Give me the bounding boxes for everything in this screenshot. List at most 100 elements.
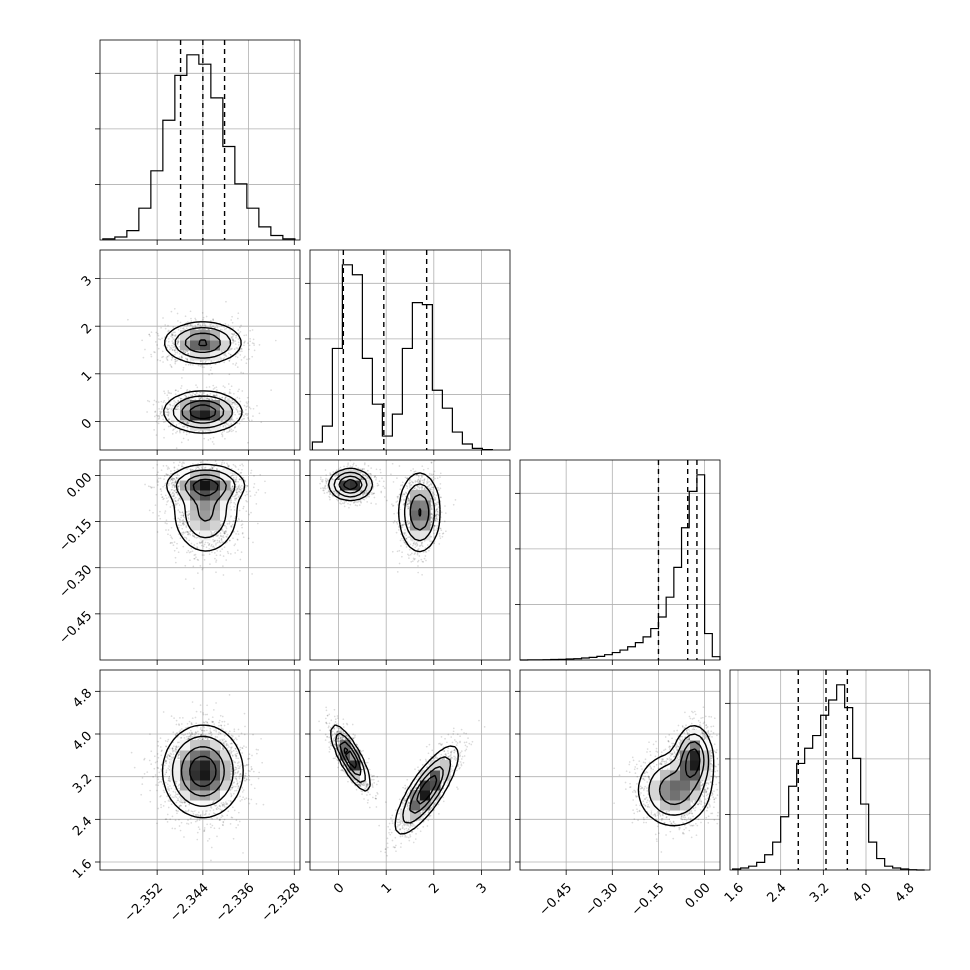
sample-point: [184, 521, 187, 523]
sample-point: [231, 485, 234, 488]
sample-point: [158, 417, 161, 419]
sample-point: [233, 348, 236, 350]
sample-point: [212, 538, 214, 541]
sample-point: [193, 554, 196, 557]
sample-point: [221, 535, 224, 538]
sample-point: [215, 468, 218, 470]
sample-point: [179, 321, 182, 324]
sample-point: [239, 400, 242, 403]
sample-point: [239, 489, 242, 491]
sample-point: [165, 340, 167, 342]
sample-point: [176, 405, 179, 407]
sample-point: [182, 437, 185, 440]
sample-point: [251, 342, 254, 344]
sample-point: [243, 404, 246, 407]
sample-point: [172, 346, 175, 349]
sample-point: [161, 405, 163, 407]
sample-point: [178, 482, 180, 485]
sample-point: [209, 369, 212, 371]
sample-point: [211, 372, 213, 375]
sample-point: [180, 524, 182, 527]
sample-point: [171, 488, 173, 491]
sample-point: [236, 520, 239, 522]
sample-point: [203, 322, 206, 325]
sample-point: [227, 430, 230, 433]
sample-point: [177, 509, 180, 511]
sample-point: [172, 342, 174, 345]
sample-point: [171, 433, 174, 435]
sample-point: [155, 414, 158, 417]
sample-point: [245, 401, 248, 404]
sample-point: [247, 456, 249, 458]
sample-point: [239, 410, 241, 413]
sample-point: [167, 340, 170, 343]
sample-point: [232, 421, 235, 423]
sample-point: [184, 421, 187, 423]
sample-point: [183, 462, 185, 464]
sample-point: [172, 479, 174, 482]
sample-point: [233, 473, 236, 475]
sample-point: [165, 519, 168, 522]
sample-point: [243, 479, 246, 482]
sample-point: [212, 545, 215, 548]
sample-point: [249, 337, 251, 340]
sample-point: [176, 408, 178, 410]
sample-point: [239, 413, 242, 416]
sample-point: [171, 478, 174, 481]
sample-point: [162, 418, 165, 421]
sample-point: [202, 328, 205, 330]
sample-point: [178, 403, 181, 406]
sample-point: [247, 342, 249, 344]
sample-point: [187, 533, 189, 536]
sample-point: [253, 349, 256, 352]
sample-point: [210, 366, 213, 369]
sample-point: [229, 424, 231, 427]
sample-point: [182, 521, 185, 524]
sample-point: [227, 324, 230, 326]
sample-point: [242, 418, 244, 420]
sample-point: [224, 354, 227, 357]
sample-point: [231, 332, 233, 335]
sample-point: [214, 539, 216, 542]
sample-point: [236, 417, 238, 420]
sample-point: [182, 431, 185, 434]
sample-point: [258, 412, 261, 415]
sample-point: [246, 485, 249, 487]
sample-point: [222, 536, 225, 539]
sample-point: [173, 494, 175, 497]
sample-point: [245, 484, 247, 487]
scatter-panel-2-0: [95, 456, 301, 665]
sample-point: [178, 510, 181, 513]
sample-point: [223, 531, 226, 534]
sample-point: [198, 328, 201, 331]
sample-point: [153, 486, 155, 489]
sample-point: [168, 467, 170, 470]
sample-point: [181, 511, 184, 514]
sample-point: [230, 336, 233, 338]
sample-point: [169, 404, 172, 407]
sample-point: [235, 491, 238, 494]
sample-point: [182, 522, 185, 525]
sample-point: [187, 395, 190, 398]
sample-point: [190, 398, 192, 400]
sample-point: [173, 400, 175, 402]
sample-point: [209, 467, 212, 470]
sample-point: [235, 407, 237, 410]
sample-point: [238, 397, 241, 400]
sample-point: [216, 541, 219, 544]
sample-point: [179, 397, 182, 400]
sample-point: [173, 469, 176, 472]
sample-point: [208, 548, 211, 550]
sample-point: [161, 350, 164, 353]
density-cell: [190, 410, 201, 421]
sample-point: [144, 348, 146, 351]
sample-point: [232, 341, 235, 344]
sample-point: [204, 361, 206, 364]
sample-point: [221, 548, 224, 550]
sample-point: [182, 327, 185, 329]
sample-point: [274, 339, 277, 342]
sample-point: [224, 426, 227, 429]
density-cell: [180, 330, 191, 341]
sample-point: [160, 469, 163, 472]
sample-point: [165, 464, 168, 467]
